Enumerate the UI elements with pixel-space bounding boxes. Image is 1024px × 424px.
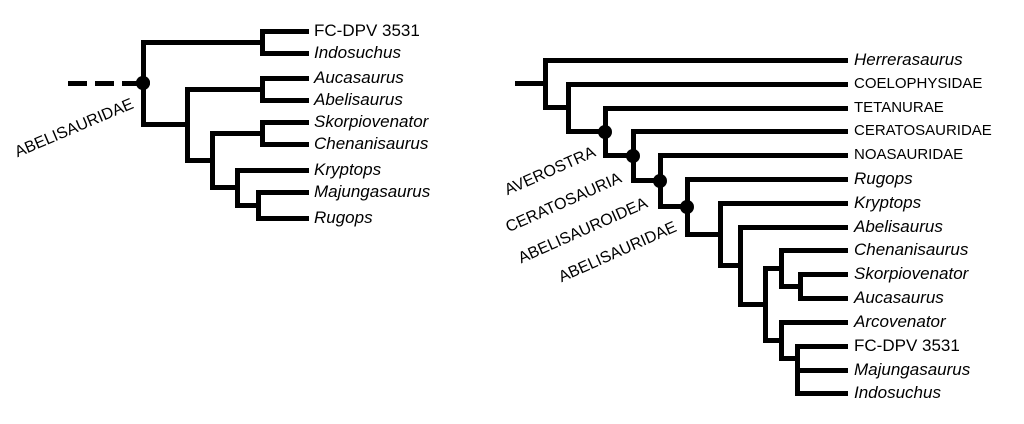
internal-branch [545,105,571,111]
internal-branch [237,202,261,208]
tip-branch [800,271,848,277]
tip-branch [568,81,848,87]
node-dot [136,76,150,91]
root-branch-dash [68,80,87,86]
taxon-label-indosuchus: Indosuchus [854,383,941,402]
internal-branch [765,265,784,271]
internal-branch [143,122,190,128]
root-branch [515,81,548,87]
taxon-label-aucasaurus: Aucasaurus [314,68,404,87]
tip-branch [797,390,848,396]
taxon-label-chenanisaurus: Chenanisaurus [314,134,429,153]
internal-branch [187,157,215,163]
internal-branch [687,231,723,237]
tip-branch [258,189,309,195]
tip-branch [262,97,309,103]
taxon-label-kryptops: Kryptops [314,160,382,179]
internal-branch [781,355,800,361]
internal-branch [660,204,690,210]
internal-branch [143,39,265,45]
tip-branch [781,247,848,253]
internal-branch [740,301,768,307]
taxon-label-abelisaurus: Abelisaurus [314,90,403,109]
taxon-label-indosuchus: Indosuchus [314,43,401,62]
taxon-label-noasauridae: NOASAURIDAE [854,146,964,163]
taxon-label-majungasaurus: Majungasaurus [314,182,431,201]
tip-branch [687,176,848,182]
tip-branch [258,215,309,221]
tip-branch [797,343,848,349]
taxon-label-abelisaurus: Abelisaurus [854,217,943,236]
taxon-label-aucasaurus: Aucasaurus [854,288,944,307]
tip-branch [800,295,848,301]
taxon-label-majungasaurus: Majungasaurus [854,360,971,379]
taxon-label-skorpiovenator: Skorpiovenator [314,112,429,131]
taxon-label-rugops: Rugops [314,208,373,227]
taxon-label-tetanurae: TETANURAE [854,99,944,116]
taxon-label-fc-dpv-3531: FC-DPV 3531 [314,21,420,40]
internal-branch [765,337,784,343]
internal-branch [187,86,265,92]
tip-branch [720,200,848,206]
tip-branch [262,50,309,56]
root-branch-dash [95,80,114,86]
taxon-label-skorpiovenator: Skorpiovenator [854,264,969,283]
tip-branch [545,57,848,63]
tip-branch [262,28,309,34]
tip-branch [262,75,309,81]
taxon-label-fc-dpv-3531: FC-DPV 3531 [854,336,960,355]
tip-branch [740,224,848,230]
internal-branch [212,130,265,136]
taxon-label-kryptops: Kryptops [854,193,922,212]
internal-branch [720,263,743,268]
internal-branch [568,129,608,135]
taxon-label-ceratosauridae: CERATOSAURIDAE [854,122,992,139]
tip-branch [605,105,848,111]
tip-branch [781,319,848,325]
tip-branch [633,128,848,134]
tip-branch [660,152,848,158]
internal-branch [781,283,803,289]
tip-branch [797,367,848,373]
tip-branch [262,141,309,147]
taxon-label-chenanisaurus: Chenanisaurus [854,240,969,259]
tip-branch [262,119,309,125]
tip-branch [237,167,309,173]
taxon-label-herrerasaurus: Herrerasaurus [854,50,963,69]
internal-branch [633,178,663,184]
taxon-label-arcovenator: Arcovenator [854,312,946,331]
root-branch-dash [122,80,141,86]
internal-branch [605,153,636,159]
taxon-label-coelophysidae: COELOPHYSIDAE [854,75,983,92]
internal-branch [212,185,240,190]
taxon-label-rugops: Rugops [854,169,913,188]
